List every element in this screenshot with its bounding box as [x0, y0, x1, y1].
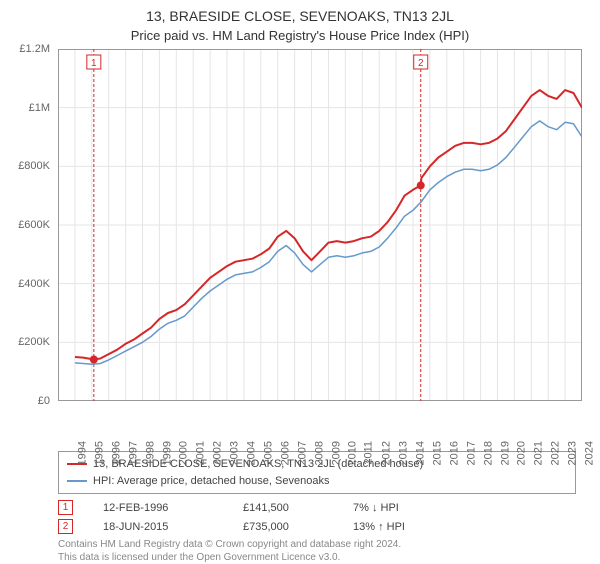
svg-text:1: 1 [91, 58, 97, 69]
x-tick-label: 1996 [110, 441, 122, 465]
chart-plot-area: £0£200K£400K£600K£800K£1M£1.2M 12 [58, 49, 582, 401]
x-tick-label: 2003 [229, 441, 241, 465]
legend-item-hpi: HPI: Average price, detached house, Seve… [67, 473, 567, 490]
attribution: Contains HM Land Registry data © Crown c… [58, 538, 576, 564]
chart-subtitle: Price paid vs. HM Land Registry's House … [14, 28, 586, 43]
x-tick-label: 2009 [330, 441, 342, 465]
attribution-line: This data is licensed under the Open Gov… [58, 551, 576, 564]
chart-title: 13, BRAESIDE CLOSE, SEVENOAKS, TN13 2JL [14, 8, 586, 24]
x-tick-label: 1997 [127, 441, 139, 465]
y-tick-label: £200K [18, 336, 50, 348]
x-tick-label: 2000 [178, 441, 190, 465]
legend-label: HPI: Average price, detached house, Seve… [93, 473, 329, 490]
x-tick-label: 2004 [246, 441, 258, 465]
y-tick-label: £0 [38, 395, 50, 407]
y-axis-labels: £0£200K£400K£600K£800K£1M£1.2M [10, 49, 54, 401]
x-tick-label: 2016 [448, 441, 460, 465]
x-tick-label: 1994 [76, 441, 88, 465]
x-tick-label: 1995 [93, 441, 105, 465]
marker-date: 18-JUN-2015 [103, 521, 213, 533]
marker-pct: 13% ↑ HPI [353, 521, 433, 533]
x-tick-label: 2014 [415, 441, 427, 465]
x-tick-label: 2002 [212, 441, 224, 465]
x-tick-label: 2017 [465, 441, 477, 465]
x-tick-label: 2008 [313, 441, 325, 465]
chart-container: 13, BRAESIDE CLOSE, SEVENOAKS, TN13 2JL … [0, 0, 600, 560]
y-tick-label: £800K [18, 160, 50, 172]
svg-text:2: 2 [418, 58, 424, 69]
marker-date: 12-FEB-1996 [103, 502, 213, 514]
x-tick-label: 2011 [363, 441, 375, 465]
legend-swatch [67, 480, 87, 482]
x-tick-label: 2018 [482, 441, 494, 465]
marker-table: 1 12-FEB-1996 £141,500 7% ↓ HPI 2 18-JUN… [58, 500, 576, 534]
x-tick-label: 2021 [533, 441, 545, 465]
marker-price: £141,500 [243, 502, 323, 514]
x-tick-label: 2012 [381, 441, 393, 465]
x-tick-label: 2023 [567, 441, 579, 465]
x-tick-label: 1999 [161, 441, 173, 465]
x-tick-label: 2013 [398, 441, 410, 465]
y-tick-label: £600K [18, 219, 50, 231]
chart-svg: 12 [58, 49, 582, 401]
x-tick-label: 2022 [550, 441, 562, 465]
marker-badge: 1 [58, 500, 73, 515]
x-tick-label: 2006 [279, 441, 291, 465]
y-tick-label: £1M [29, 102, 50, 114]
x-tick-label: 2010 [347, 441, 359, 465]
x-tick-label: 2020 [516, 441, 528, 465]
y-tick-label: £400K [18, 278, 50, 290]
x-tick-label: 2019 [499, 441, 511, 465]
marker-row-2: 2 18-JUN-2015 £735,000 13% ↑ HPI [58, 519, 576, 534]
x-tick-label: 2015 [431, 441, 443, 465]
x-tick-label: 2001 [195, 441, 207, 465]
marker-pct: 7% ↓ HPI [353, 502, 433, 514]
x-tick-label: 2024 [584, 441, 596, 465]
marker-price: £735,000 [243, 521, 323, 533]
x-tick-label: 1998 [144, 441, 156, 465]
x-tick-label: 2007 [296, 441, 308, 465]
attribution-line: Contains HM Land Registry data © Crown c… [58, 538, 576, 551]
marker-row-1: 1 12-FEB-1996 £141,500 7% ↓ HPI [58, 500, 576, 515]
x-tick-label: 2005 [262, 441, 274, 465]
x-axis-labels: 1994199519961997199819992000200120022003… [58, 401, 582, 447]
marker-badge: 2 [58, 519, 73, 534]
y-tick-label: £1.2M [19, 43, 50, 55]
